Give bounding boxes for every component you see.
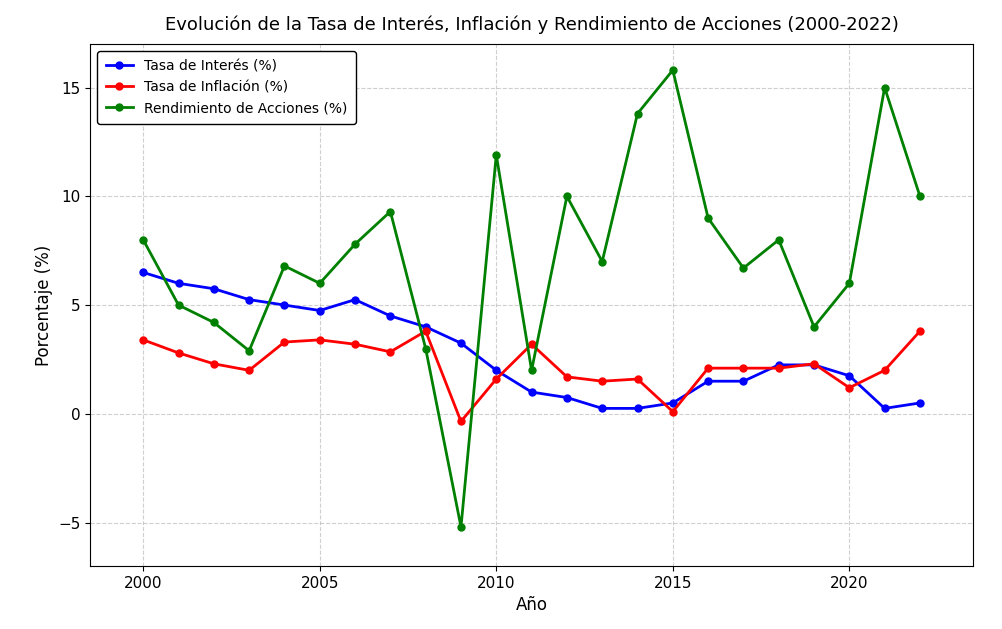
X-axis label: Año: Año	[515, 596, 547, 615]
Tasa de Interés (%)	[631, 404, 643, 412]
Tasa de Inflación (%)	[913, 328, 925, 335]
Rendimiento de Acciones (%)	[595, 258, 607, 265]
Rendimiento de Acciones (%)	[242, 347, 255, 355]
Rendimiento de Acciones (%)	[772, 236, 784, 243]
Rendimiento de Acciones (%)	[666, 66, 678, 74]
Rendimiento de Acciones (%)	[560, 192, 572, 200]
Tasa de Interés (%)	[455, 340, 467, 347]
Legend: Tasa de Interés (%), Tasa de Inflación (%), Rendimiento de Acciones (%): Tasa de Interés (%), Tasa de Inflación (…	[97, 51, 356, 123]
Tasa de Interés (%)	[913, 399, 925, 407]
Rendimiento de Acciones (%)	[490, 151, 502, 159]
Tasa de Inflación (%)	[384, 348, 396, 355]
Tasa de Inflación (%)	[878, 367, 890, 374]
Tasa de Inflación (%)	[490, 376, 502, 383]
Line: Tasa de Interés (%): Tasa de Interés (%)	[139, 269, 923, 412]
Line: Rendimiento de Acciones (%): Rendimiento de Acciones (%)	[139, 67, 923, 530]
Rendimiento de Acciones (%)	[419, 345, 431, 352]
Tasa de Interés (%)	[279, 301, 291, 309]
Tasa de Inflación (%)	[843, 384, 855, 391]
Tasa de Interés (%)	[172, 279, 184, 287]
Tasa de Inflación (%)	[666, 408, 678, 415]
Line: Tasa de Inflación (%): Tasa de Inflación (%)	[139, 328, 923, 425]
Tasa de Inflación (%)	[314, 336, 326, 343]
Rendimiento de Acciones (%)	[701, 214, 713, 222]
Tasa de Inflación (%)	[207, 360, 219, 367]
Tasa de Inflación (%)	[279, 338, 291, 346]
Rendimiento de Acciones (%)	[384, 208, 396, 215]
Tasa de Inflación (%)	[701, 364, 713, 372]
Rendimiento de Acciones (%)	[631, 110, 643, 118]
Rendimiento de Acciones (%)	[455, 523, 467, 531]
Rendimiento de Acciones (%)	[207, 319, 219, 326]
Tasa de Inflación (%)	[137, 336, 149, 343]
Tasa de Interés (%)	[314, 307, 326, 314]
Tasa de Inflación (%)	[631, 376, 643, 383]
Tasa de Interés (%)	[349, 296, 361, 303]
Tasa de Interés (%)	[878, 404, 890, 412]
Tasa de Interés (%)	[595, 404, 607, 412]
Tasa de Interés (%)	[207, 285, 219, 292]
Rendimiento de Acciones (%)	[736, 264, 748, 272]
Tasa de Inflación (%)	[525, 340, 537, 348]
Tasa de Inflación (%)	[349, 340, 361, 348]
Tasa de Inflación (%)	[242, 367, 255, 374]
Tasa de Inflación (%)	[772, 364, 784, 372]
Tasa de Inflación (%)	[736, 364, 748, 372]
Title: Evolución de la Tasa de Interés, Inflación y Rendimiento de Acciones (2000-2022): Evolución de la Tasa de Interés, Inflaci…	[164, 16, 898, 34]
Rendimiento de Acciones (%)	[172, 301, 184, 309]
Y-axis label: Porcentaje (%): Porcentaje (%)	[35, 245, 52, 365]
Tasa de Interés (%)	[419, 323, 431, 331]
Tasa de Inflación (%)	[595, 377, 607, 385]
Tasa de Interés (%)	[772, 361, 784, 369]
Tasa de Interés (%)	[736, 377, 748, 385]
Tasa de Interés (%)	[384, 312, 396, 320]
Tasa de Inflación (%)	[172, 349, 184, 357]
Rendimiento de Acciones (%)	[525, 367, 537, 374]
Rendimiento de Acciones (%)	[279, 262, 291, 270]
Tasa de Interés (%)	[242, 296, 255, 303]
Rendimiento de Acciones (%)	[137, 236, 149, 243]
Tasa de Interés (%)	[137, 269, 149, 276]
Tasa de Inflación (%)	[808, 360, 820, 367]
Tasa de Interés (%)	[525, 388, 537, 396]
Rendimiento de Acciones (%)	[808, 323, 820, 331]
Tasa de Interés (%)	[666, 399, 678, 407]
Tasa de Inflación (%)	[455, 418, 467, 425]
Rendimiento de Acciones (%)	[843, 279, 855, 287]
Rendimiento de Acciones (%)	[878, 84, 890, 91]
Tasa de Interés (%)	[808, 361, 820, 369]
Tasa de Interés (%)	[843, 372, 855, 379]
Rendimiento de Acciones (%)	[314, 279, 326, 287]
Tasa de Inflación (%)	[419, 328, 431, 335]
Tasa de Interés (%)	[560, 394, 572, 401]
Tasa de Interés (%)	[490, 367, 502, 374]
Rendimiento de Acciones (%)	[913, 192, 925, 200]
Tasa de Inflación (%)	[560, 373, 572, 381]
Rendimiento de Acciones (%)	[349, 240, 361, 248]
Tasa de Interés (%)	[701, 377, 713, 385]
